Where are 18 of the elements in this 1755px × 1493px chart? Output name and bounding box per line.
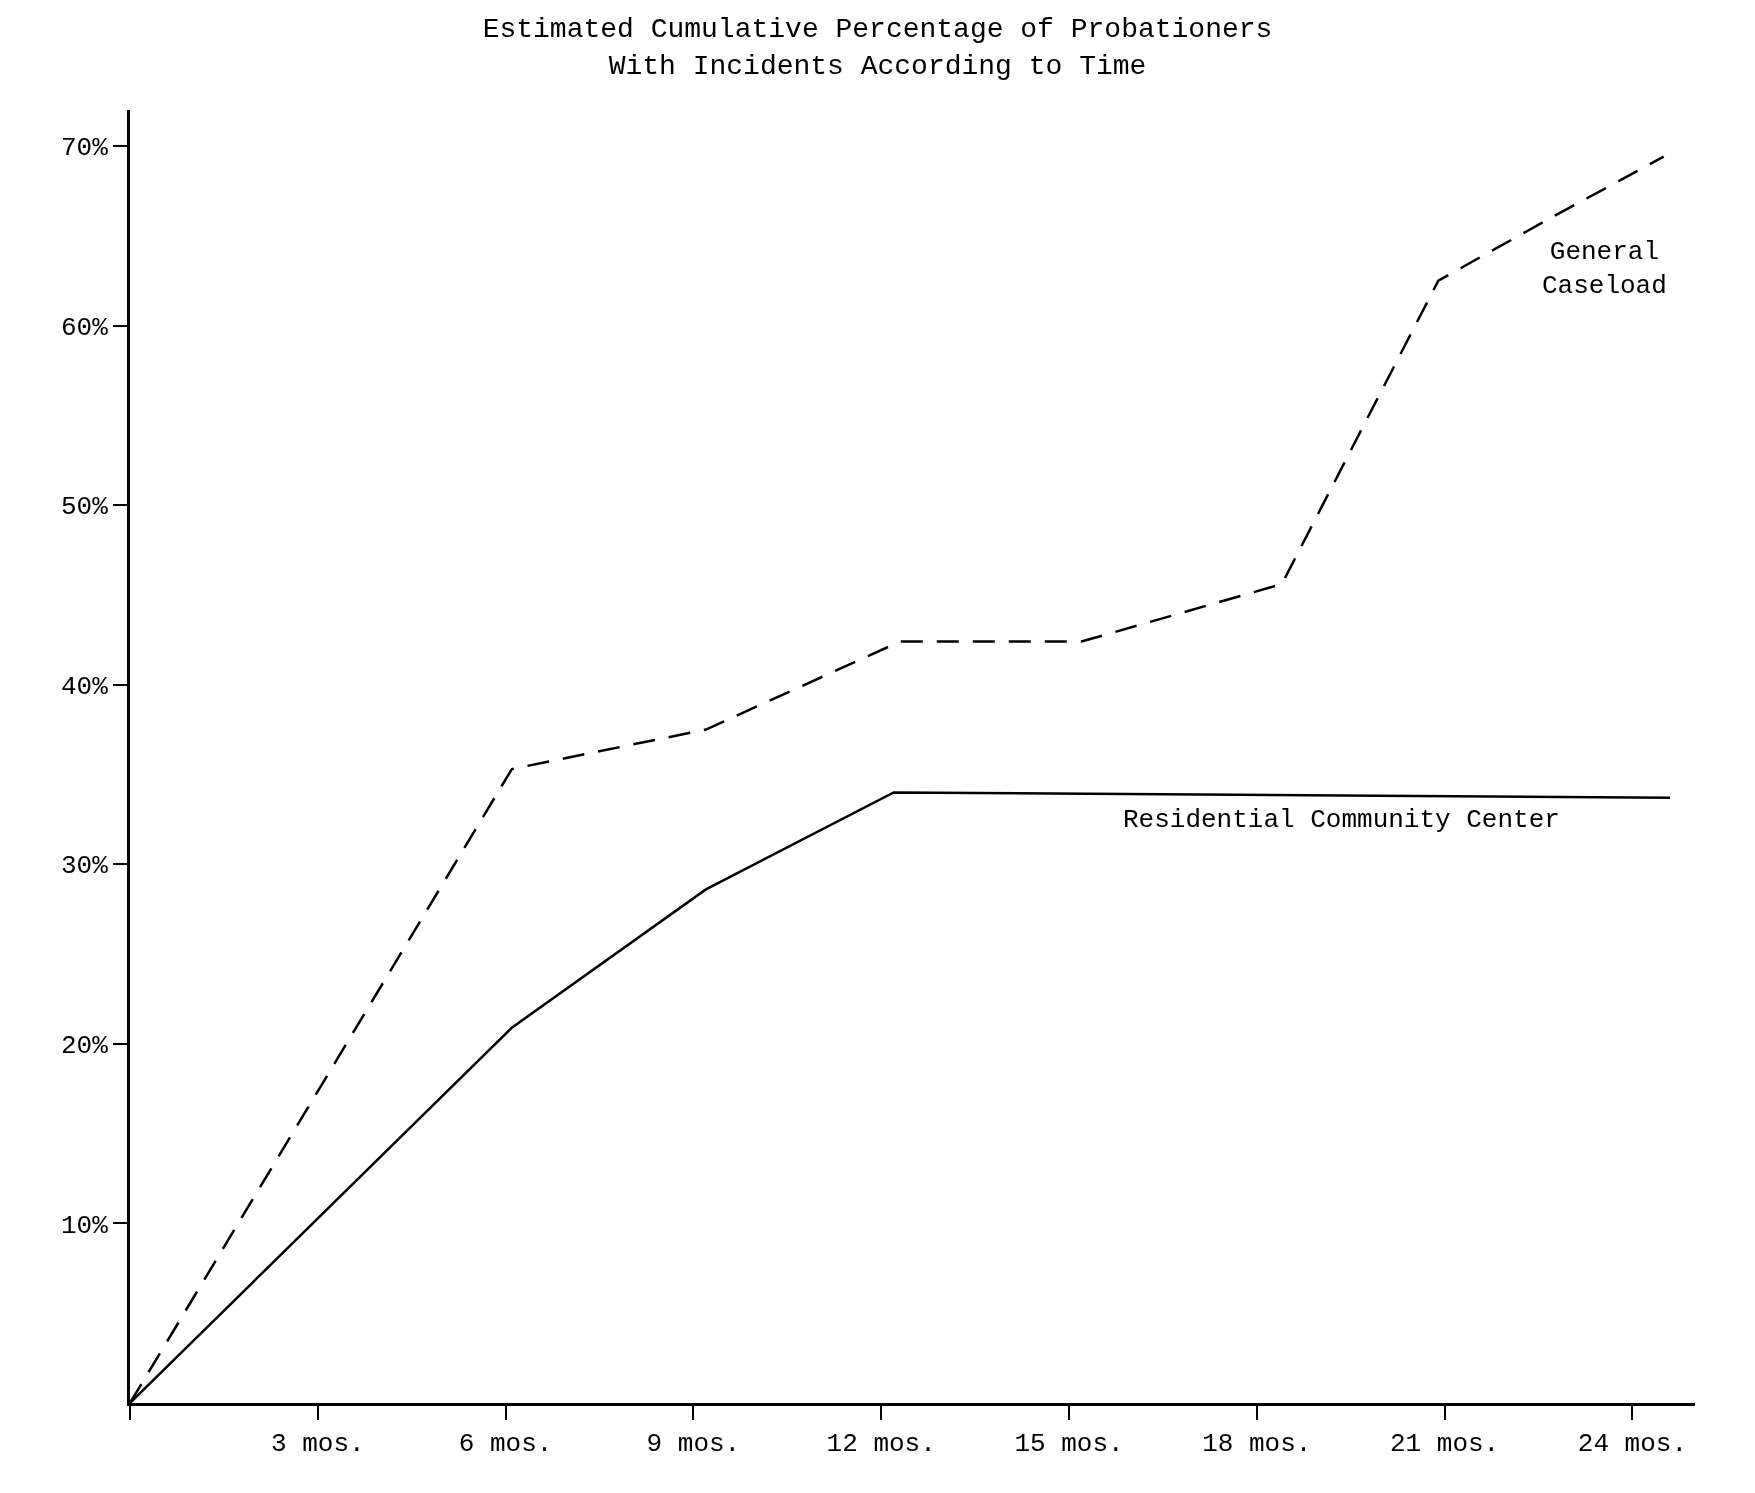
- series-label: General Caseload: [1542, 237, 1667, 301]
- y-tick-label: 70%: [60, 133, 109, 164]
- x-tick-label: 6 mos.: [458, 1429, 553, 1460]
- x-tick-label: 15 mos.: [1014, 1429, 1124, 1460]
- y-tick-label: 40%: [60, 671, 109, 702]
- y-tick-label: 60%: [60, 312, 109, 343]
- y-tick-label: 50%: [60, 492, 109, 523]
- y-tick-label: 10%: [60, 1210, 109, 1241]
- x-tick-label: 12 mos.: [826, 1429, 936, 1460]
- x-tick-label: 9 mos.: [646, 1429, 741, 1460]
- y-tick-label: 30%: [60, 851, 109, 882]
- x-tick-label: 3 mos.: [270, 1429, 365, 1460]
- x-tick-label: 24 mos.: [1577, 1429, 1688, 1460]
- chart-title: Estimated Cumulative Percentage of Probationers With Incidents According to Time: [482, 14, 1273, 82]
- y-tick-label: 20%: [60, 1030, 109, 1061]
- series-label: Residential Community Center: [1123, 805, 1560, 835]
- x-tick-label: 18 mos.: [1202, 1429, 1312, 1460]
- x-tick-label: 21 mos.: [1389, 1429, 1500, 1460]
